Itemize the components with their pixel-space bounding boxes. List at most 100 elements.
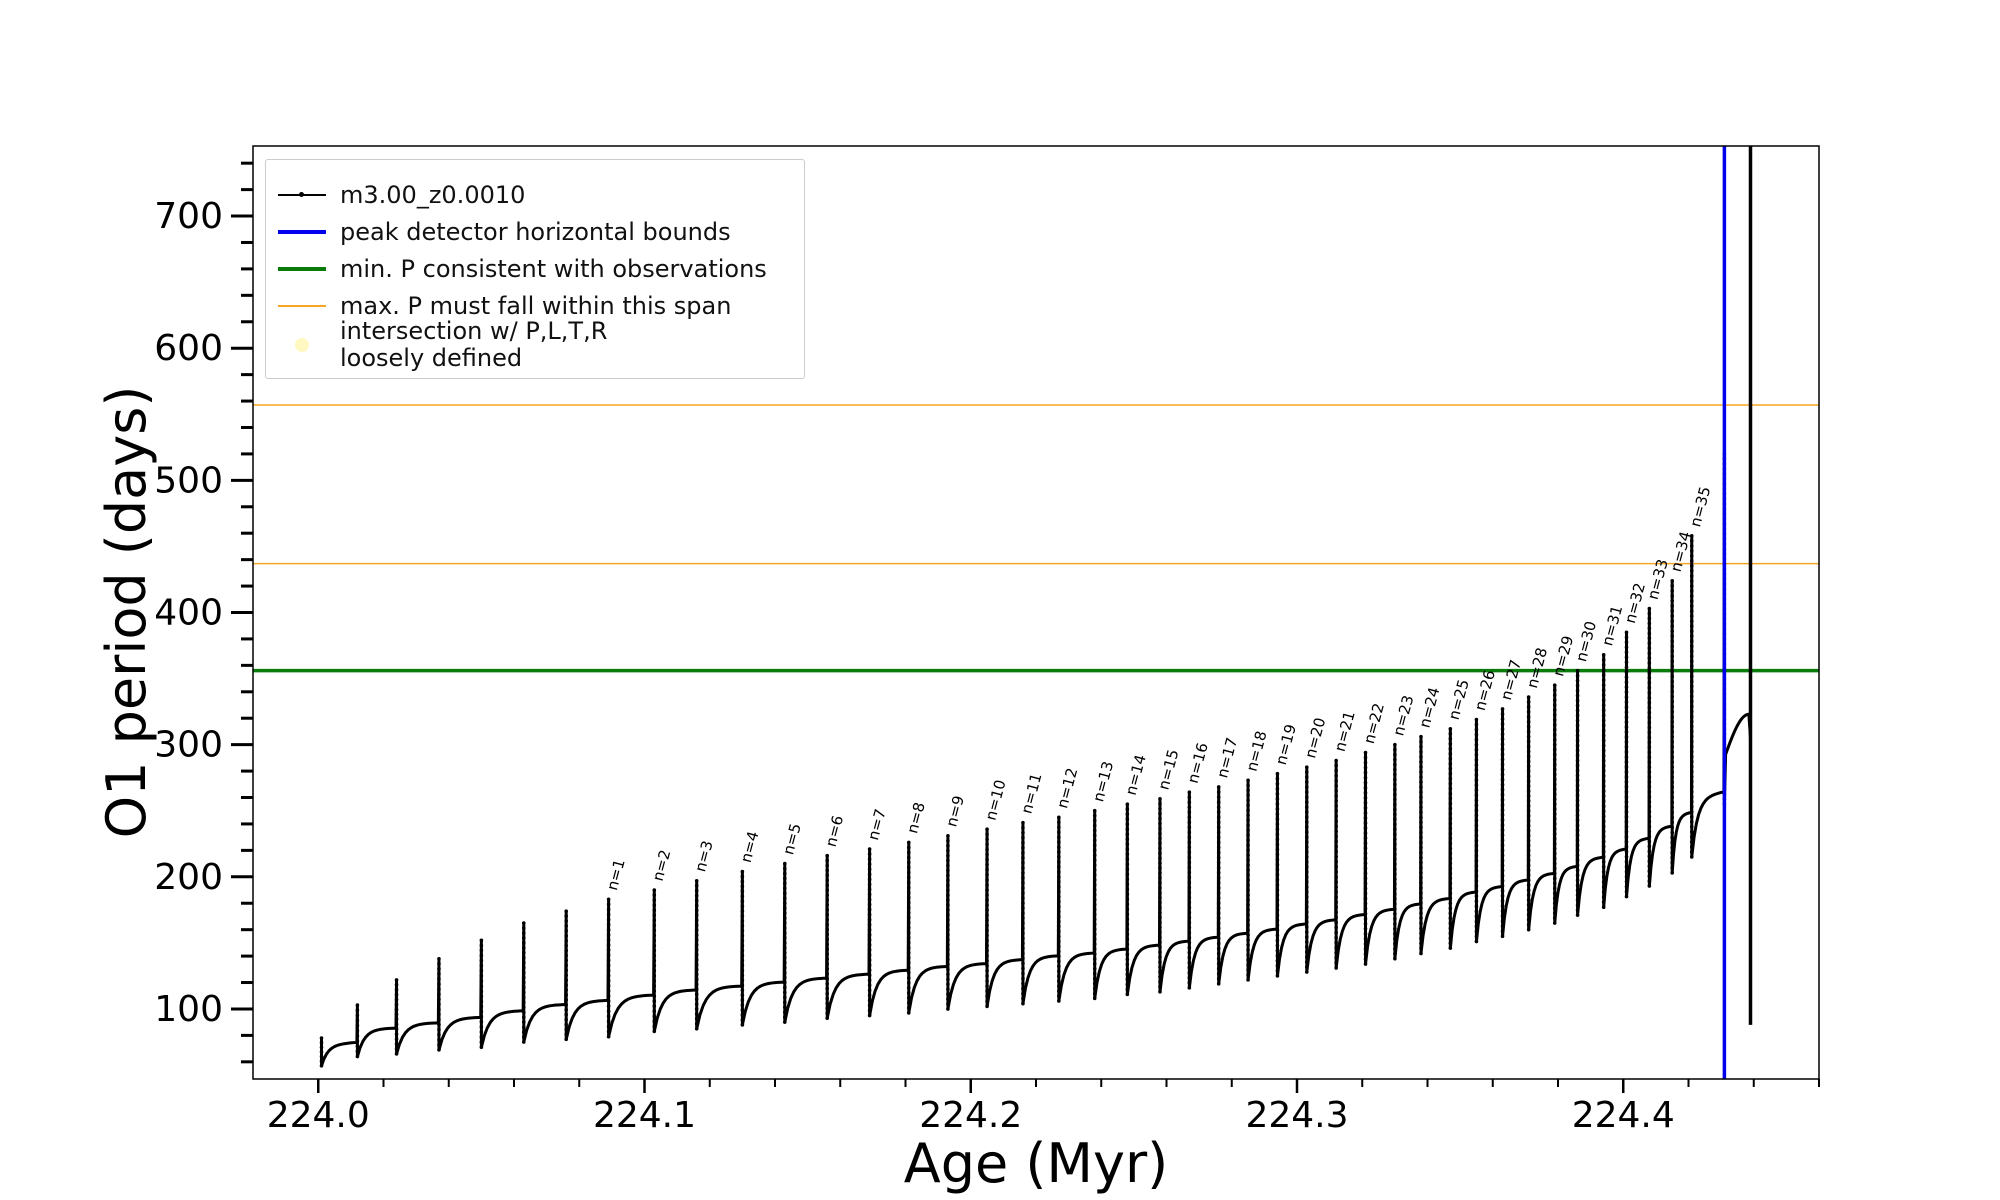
data-point xyxy=(1500,772,1505,777)
pulse-42 xyxy=(1689,534,1694,859)
data-point xyxy=(1601,829,1606,834)
data-point xyxy=(1021,835,1025,840)
data-point xyxy=(1021,881,1025,885)
data-point xyxy=(1575,893,1580,897)
data-point xyxy=(1500,863,1505,868)
data-point xyxy=(1393,937,1397,941)
data-point xyxy=(1057,904,1061,909)
data-point xyxy=(825,932,829,937)
data-point xyxy=(1647,661,1652,665)
data-point xyxy=(1334,935,1338,940)
data-point xyxy=(1689,759,1694,764)
data-point xyxy=(740,889,745,894)
data-point xyxy=(1187,986,1192,990)
data-point xyxy=(1474,833,1479,838)
data-point xyxy=(1500,934,1505,939)
data-point xyxy=(1334,819,1338,824)
data-point xyxy=(1647,705,1652,710)
data-point xyxy=(867,857,872,861)
data-point xyxy=(1670,664,1674,669)
data-point xyxy=(1275,862,1280,867)
data-point xyxy=(1575,783,1580,788)
data-point xyxy=(1575,843,1580,848)
data-point xyxy=(1092,937,1097,941)
data-point xyxy=(606,1029,611,1034)
data-point xyxy=(1526,794,1531,798)
data-point xyxy=(479,1019,484,1024)
data-point xyxy=(1647,740,1652,745)
data-point xyxy=(825,927,829,932)
data-point xyxy=(1526,814,1531,818)
data-point xyxy=(1187,935,1192,940)
data-point xyxy=(1057,944,1061,949)
data-point xyxy=(1246,823,1250,828)
data-point xyxy=(1647,671,1652,675)
data-point xyxy=(479,984,484,988)
data-point xyxy=(1057,919,1061,924)
data-point xyxy=(985,999,989,1004)
data-point xyxy=(1158,930,1162,935)
data-point xyxy=(906,925,911,930)
data-point xyxy=(1575,848,1580,853)
data-point xyxy=(1187,790,1192,795)
data-point xyxy=(1216,790,1221,794)
data-point xyxy=(1575,808,1580,813)
data-point xyxy=(1689,784,1694,789)
data-point xyxy=(1670,775,1674,779)
data-point xyxy=(1275,878,1280,882)
data-point xyxy=(1021,996,1025,1001)
data-point xyxy=(1689,709,1694,714)
data-point xyxy=(946,853,950,858)
data-point xyxy=(1552,708,1557,712)
data-point xyxy=(1552,752,1557,757)
data-point xyxy=(1647,636,1652,641)
data-point xyxy=(1187,950,1192,955)
data-point xyxy=(1158,960,1162,964)
data-point xyxy=(1689,724,1694,729)
data-point xyxy=(782,921,787,925)
data-point xyxy=(1275,883,1280,887)
data-point xyxy=(946,952,950,957)
data-point xyxy=(1275,908,1280,913)
data-point xyxy=(1363,866,1368,871)
pulse-27 xyxy=(1304,765,1309,974)
data-point xyxy=(1021,941,1025,946)
data-point xyxy=(1187,965,1192,970)
data-point xyxy=(606,938,611,942)
data-point xyxy=(1647,656,1652,660)
data-point xyxy=(1670,594,1674,598)
data-point xyxy=(1304,770,1309,774)
data-point xyxy=(355,1008,360,1012)
data-point xyxy=(521,955,526,960)
data-point xyxy=(1500,883,1505,888)
data-point xyxy=(1187,825,1192,830)
data-point xyxy=(1552,851,1557,856)
data-point xyxy=(1448,761,1453,766)
data-point xyxy=(825,1011,829,1016)
data-point xyxy=(1448,861,1453,866)
data-point xyxy=(1647,800,1652,804)
data-point xyxy=(437,1007,441,1012)
data-point xyxy=(1448,821,1453,826)
data-point xyxy=(825,1006,829,1011)
data-point xyxy=(740,914,745,918)
legend-label: min. P consistent with observations xyxy=(340,254,767,283)
data-point xyxy=(1526,739,1531,744)
data-point xyxy=(694,908,699,913)
data-point xyxy=(1158,970,1162,974)
data-point xyxy=(1575,858,1580,863)
data-point xyxy=(1448,896,1453,901)
data-point xyxy=(867,897,872,902)
data-point xyxy=(1500,924,1505,928)
data-point xyxy=(1474,904,1479,909)
pulse-31 xyxy=(1419,734,1423,956)
data-point xyxy=(1021,896,1025,900)
data-point xyxy=(1158,851,1162,856)
pulse-17 xyxy=(985,827,989,1009)
y-axis-label: O1 period (days) xyxy=(95,386,158,839)
data-point xyxy=(1393,792,1397,797)
data-point xyxy=(1552,817,1557,821)
data-point xyxy=(1158,861,1162,865)
data-point xyxy=(1647,681,1652,685)
data-point xyxy=(1363,942,1368,946)
